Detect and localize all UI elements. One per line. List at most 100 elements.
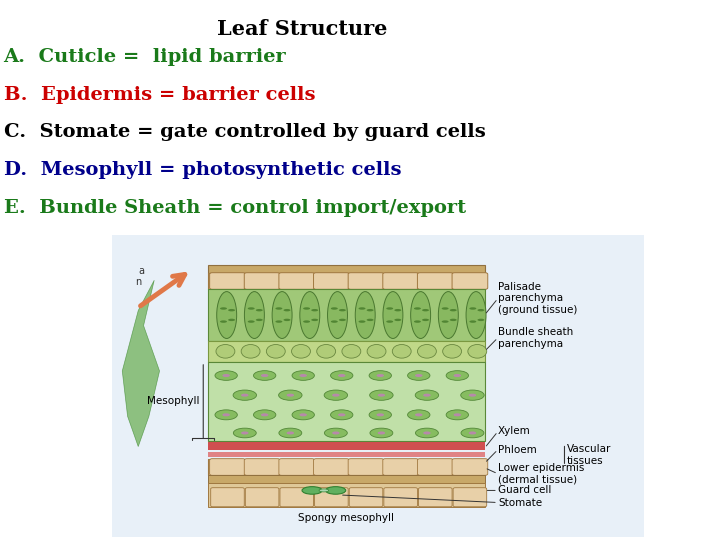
Text: Spongy mesophyll: Spongy mesophyll [298,512,394,523]
FancyBboxPatch shape [348,273,384,289]
Ellipse shape [300,413,307,416]
Ellipse shape [287,394,294,397]
Bar [207,362,485,441]
Ellipse shape [325,428,347,438]
Text: E.  Bundle Sheath = control import/export: E. Bundle Sheath = control import/export [4,199,466,217]
Ellipse shape [422,309,429,312]
Ellipse shape [359,320,366,323]
Ellipse shape [332,431,340,435]
Ellipse shape [339,319,346,321]
Ellipse shape [461,390,484,400]
Text: a: a [138,266,144,276]
Ellipse shape [292,370,315,380]
Ellipse shape [338,374,346,377]
Ellipse shape [377,413,384,416]
Ellipse shape [272,292,292,339]
Text: Vascular
tissues: Vascular tissues [567,444,611,466]
FancyBboxPatch shape [383,458,418,475]
Ellipse shape [244,292,264,339]
Ellipse shape [422,319,429,321]
Ellipse shape [395,319,401,321]
Ellipse shape [386,320,393,323]
FancyBboxPatch shape [349,488,383,507]
Bar [207,483,485,507]
Ellipse shape [378,431,385,435]
Ellipse shape [395,309,401,312]
Text: A.  Cuticle =  lipid barrier: A. Cuticle = lipid barrier [4,48,287,66]
Ellipse shape [359,307,366,310]
FancyBboxPatch shape [280,488,313,507]
Ellipse shape [414,307,421,310]
Ellipse shape [303,307,310,310]
Bar [207,475,485,483]
Ellipse shape [339,309,346,312]
Text: Stomate: Stomate [343,495,542,508]
Ellipse shape [477,309,485,312]
FancyBboxPatch shape [210,458,246,475]
FancyBboxPatch shape [315,488,348,507]
Ellipse shape [355,292,375,339]
Ellipse shape [284,319,290,321]
Ellipse shape [228,309,235,312]
Ellipse shape [222,374,230,377]
Ellipse shape [217,292,237,339]
Ellipse shape [469,307,477,310]
Text: D.  Mesophyll = photosynthetic cells: D. Mesophyll = photosynthetic cells [4,161,401,179]
Ellipse shape [415,390,438,400]
Ellipse shape [253,410,276,420]
Ellipse shape [330,370,353,380]
Ellipse shape [248,320,255,323]
Ellipse shape [367,345,386,358]
Text: Xylem: Xylem [486,427,531,446]
Ellipse shape [331,320,338,323]
Ellipse shape [369,370,392,380]
Ellipse shape [253,370,276,380]
Ellipse shape [228,319,235,321]
FancyBboxPatch shape [418,273,453,289]
Ellipse shape [215,370,238,380]
Bar [207,467,485,471]
FancyBboxPatch shape [418,458,453,475]
Ellipse shape [303,320,310,323]
Ellipse shape [366,309,374,312]
Ellipse shape [331,307,338,310]
Ellipse shape [328,292,348,339]
Ellipse shape [276,320,282,323]
Ellipse shape [408,410,430,420]
Ellipse shape [256,309,263,312]
Ellipse shape [446,370,469,380]
Ellipse shape [284,309,290,312]
Bar [207,289,485,341]
Ellipse shape [292,345,310,358]
Polygon shape [122,280,160,447]
Text: Phloem: Phloem [487,444,536,461]
Bar [207,341,485,362]
FancyBboxPatch shape [383,273,418,289]
Ellipse shape [468,345,487,358]
Bar [207,273,485,289]
Ellipse shape [377,374,384,377]
Ellipse shape [370,428,393,438]
Ellipse shape [469,431,476,435]
Ellipse shape [279,390,302,400]
Ellipse shape [261,374,269,377]
FancyBboxPatch shape [418,488,452,507]
Ellipse shape [366,319,374,321]
Bar [207,442,485,450]
Ellipse shape [241,394,248,397]
Ellipse shape [415,374,423,377]
Ellipse shape [241,345,260,358]
Ellipse shape [222,413,230,416]
Text: C.  Stomate = gate controlled by guard cells: C. Stomate = gate controlled by guard ce… [4,123,485,141]
Ellipse shape [319,489,328,492]
FancyBboxPatch shape [348,458,384,475]
Ellipse shape [216,345,235,358]
Ellipse shape [423,431,431,435]
FancyBboxPatch shape [279,273,315,289]
Ellipse shape [338,413,346,416]
Text: n: n [135,277,141,287]
Ellipse shape [466,292,486,339]
Ellipse shape [415,413,423,416]
Ellipse shape [446,410,469,420]
Ellipse shape [378,394,385,397]
